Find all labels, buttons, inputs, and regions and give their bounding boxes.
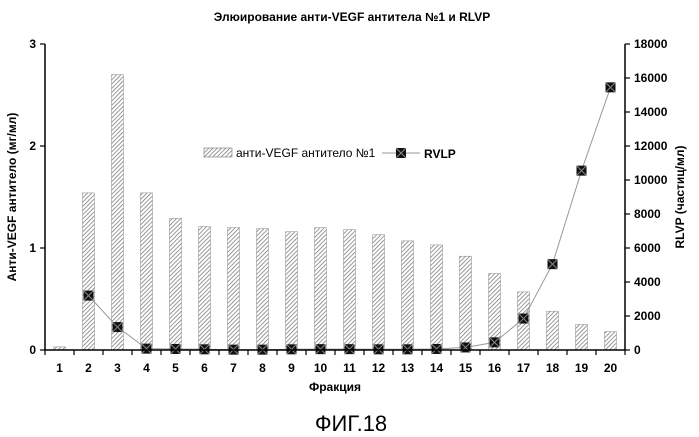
x-tick-label: 14 [430,361,444,375]
left-tick-label: 2 [29,139,36,153]
legend-swatch-antibody [204,148,232,157]
x-tick-label: 20 [604,361,618,375]
bar-series [54,75,617,350]
x-axis-ticks: 1234567891011121314151617181920 [45,350,625,375]
bar-fraction-11 [344,230,356,350]
legend-label-rvlp: RVLP [424,147,456,161]
right-tick-label: 4000 [634,275,661,289]
left-axis-ticks: 0 1 2 3 [29,37,45,357]
rvlp-point-3 [113,322,123,332]
x-tick-label: 12 [372,361,386,375]
x-tick-label: 1 [56,361,63,375]
rvlp-point-5 [171,344,181,354]
x-tick-label: 17 [517,361,531,375]
bar-fraction-15 [460,256,472,350]
bar-fraction-7 [228,228,240,350]
bar-fraction-18 [547,311,559,350]
rvlp-point-2 [84,291,94,301]
x-tick-label: 6 [201,361,208,375]
bar-fraction-20 [605,332,617,350]
legend-label-antibody: анти-VEGF антитело №1 [236,146,376,160]
bar-fraction-12 [373,235,385,350]
x-tick-label: 9 [288,361,295,375]
x-tick-label: 4 [143,361,150,375]
rvlp-point-15 [461,342,471,352]
rvlp-point-19 [577,166,587,176]
right-tick-label: 2000 [634,309,661,323]
rvlp-point-16 [490,337,500,347]
rvlp-point-11 [345,344,355,354]
right-tick-label: 6000 [634,241,661,255]
rvlp-point-18 [548,259,558,269]
right-axis-ticks: 0 2000 4000 6000 8000 10000 12000 14000 16000 180… [625,37,668,357]
figure-caption: ФИГ.18 [315,411,387,436]
x-tick-label: 15 [459,361,473,375]
right-tick-label: 18000 [634,37,668,51]
right-tick-label: 0 [634,343,641,357]
rvlp-point-10 [316,344,326,354]
x-tick-label: 13 [401,361,415,375]
right-tick-label: 8000 [634,207,661,221]
bar-fraction-8 [257,229,269,350]
x-tick-label: 19 [575,361,589,375]
right-tick-label: 14000 [634,105,668,119]
x-tick-label: 3 [114,361,121,375]
right-axis-label: RLVP (частиц/мл) [673,145,687,248]
left-tick-label: 1 [29,241,36,255]
bar-fraction-5 [170,218,182,350]
rvlp-point-4 [142,344,152,354]
bar-fraction-6 [199,227,211,350]
bar-fraction-9 [286,232,298,350]
x-tick-label: 18 [546,361,560,375]
bar-fraction-3 [112,75,124,350]
x-tick-label: 11 [343,361,356,375]
bar-fraction-13 [402,241,414,350]
bar-fraction-2 [83,193,95,350]
x-tick-label: 10 [314,361,328,375]
right-tick-label: 10000 [634,173,668,187]
left-axis-label: Анти-VEGF антитело (мг/мл) [5,113,19,282]
rvlp-point-20 [606,82,616,92]
legend: анти-VEGF антитело №1 RVLP [204,146,456,161]
right-tick-label: 16000 [634,71,668,85]
rvlp-point-17 [519,314,529,324]
left-tick-label: 0 [29,343,36,357]
x-axis-label: Фракция [309,380,361,394]
bar-fraction-19 [576,325,588,351]
x-tick-label: 7 [230,361,237,375]
x-tick-label: 8 [259,361,266,375]
right-tick-label: 12000 [634,139,668,153]
bar-fraction-14 [431,245,443,350]
legend-marker-rvlp [396,148,406,158]
x-tick-label: 16 [488,361,502,375]
chart-title: Элюирование анти-VEGF антитела №1 и RLVP [214,10,490,24]
rvlp-point-14 [432,344,442,354]
left-tick-label: 3 [29,37,36,51]
bar-fraction-10 [315,228,327,350]
x-tick-label: 5 [172,361,179,375]
bar-fraction-4 [141,193,153,350]
x-tick-label: 2 [85,361,92,375]
